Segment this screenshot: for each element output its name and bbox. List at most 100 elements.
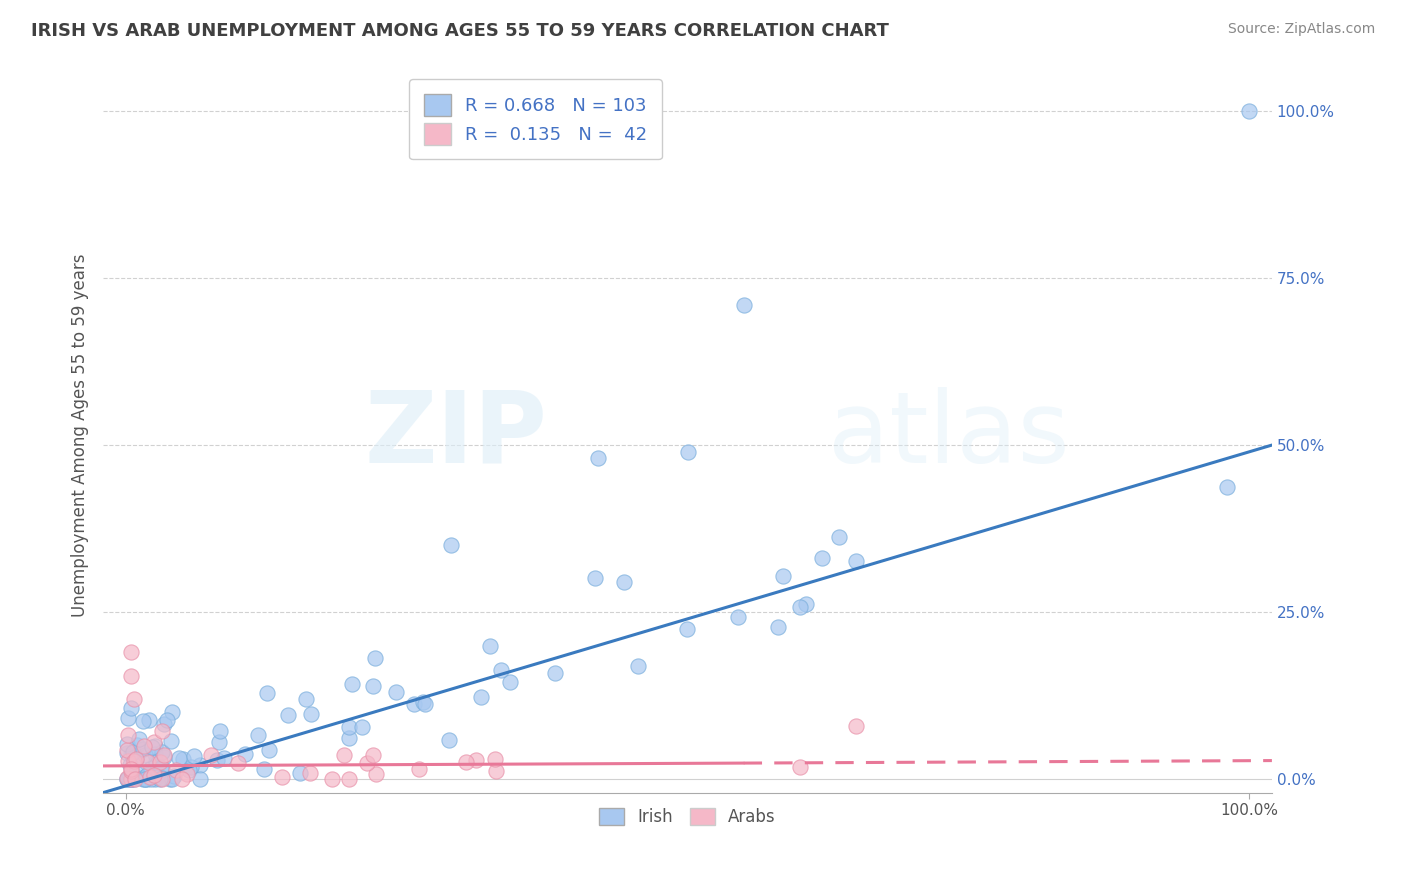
- Arabs: [120, 764, 142, 779]
- Irish: [139, 761, 162, 775]
- Irish: [489, 664, 512, 678]
- Arabs: [150, 724, 173, 739]
- Irish: [124, 766, 146, 780]
- Irish: [290, 765, 312, 780]
- Irish: [233, 747, 256, 761]
- Arabs: [165, 764, 187, 778]
- Irish: [145, 747, 167, 761]
- Arabs: [115, 771, 138, 785]
- Irish: [115, 772, 138, 787]
- Arabs: [120, 645, 142, 659]
- Text: ZIP: ZIP: [364, 386, 547, 483]
- Irish: [141, 739, 163, 754]
- Irish: [134, 772, 156, 787]
- Arabs: [356, 756, 378, 771]
- Irish: [188, 758, 211, 772]
- Irish: [413, 697, 436, 711]
- Irish: [117, 711, 139, 725]
- Irish: [299, 707, 322, 722]
- Arabs: [120, 772, 142, 786]
- Irish: [125, 738, 148, 752]
- Arabs: [153, 748, 176, 763]
- Irish: [122, 772, 145, 787]
- Irish: [177, 763, 200, 777]
- Irish: [150, 745, 173, 759]
- Irish: [479, 639, 502, 653]
- Irish: [120, 772, 142, 787]
- Irish: [772, 569, 794, 583]
- Arabs: [150, 772, 173, 786]
- Irish: [135, 772, 157, 787]
- Irish: [143, 739, 166, 753]
- Arabs: [337, 772, 360, 786]
- Irish: [138, 713, 160, 727]
- Arabs: [125, 752, 148, 766]
- Irish: [350, 720, 373, 734]
- Irish: [134, 747, 156, 762]
- Irish: [727, 610, 749, 624]
- Y-axis label: Unemployment Among Ages 55 to 59 years: Unemployment Among Ages 55 to 59 years: [72, 253, 89, 616]
- Irish: [1216, 480, 1239, 494]
- Irish: [766, 620, 789, 634]
- Irish: [183, 748, 205, 763]
- Irish: [337, 731, 360, 746]
- Irish: [115, 746, 138, 760]
- Text: atlas: atlas: [828, 386, 1070, 483]
- Irish: [733, 298, 755, 312]
- Irish: [120, 747, 142, 761]
- Arabs: [333, 747, 356, 762]
- Irish: [153, 750, 176, 764]
- Irish: [121, 745, 143, 759]
- Arabs: [149, 755, 172, 769]
- Arabs: [122, 754, 145, 768]
- Irish: [135, 767, 157, 781]
- Irish: [294, 692, 316, 706]
- Irish: [246, 728, 269, 742]
- Text: IRISH VS ARAB UNEMPLOYMENT AMONG AGES 55 TO 59 YEARS CORRELATION CHART: IRISH VS ARAB UNEMPLOYMENT AMONG AGES 55…: [31, 22, 889, 40]
- Irish: [128, 732, 150, 747]
- Irish: [134, 772, 156, 787]
- Irish: [256, 686, 278, 700]
- Irish: [115, 772, 138, 787]
- Arabs: [176, 766, 198, 780]
- Irish: [789, 599, 811, 614]
- Irish: [145, 755, 167, 769]
- Arabs: [484, 752, 506, 766]
- Arabs: [454, 755, 477, 769]
- Irish: [1239, 103, 1261, 118]
- Arabs: [200, 747, 222, 762]
- Irish: [613, 575, 636, 590]
- Irish: [153, 716, 176, 731]
- Irish: [811, 551, 834, 566]
- Irish: [125, 752, 148, 766]
- Irish: [208, 724, 231, 739]
- Irish: [132, 772, 155, 787]
- Irish: [544, 666, 567, 681]
- Arabs: [789, 760, 811, 774]
- Arabs: [142, 768, 165, 782]
- Irish: [156, 714, 179, 728]
- Irish: [470, 690, 492, 705]
- Irish: [162, 772, 184, 787]
- Arabs: [143, 735, 166, 749]
- Irish: [363, 679, 385, 693]
- Arabs: [484, 764, 506, 779]
- Irish: [212, 751, 235, 765]
- Irish: [150, 771, 173, 785]
- Arabs: [366, 766, 388, 780]
- Irish: [131, 771, 153, 785]
- Irish: [586, 451, 609, 466]
- Arabs: [115, 743, 138, 757]
- Irish: [172, 752, 194, 766]
- Arabs: [139, 770, 162, 784]
- Arabs: [117, 754, 139, 768]
- Irish: [121, 772, 143, 787]
- Arabs: [120, 762, 142, 776]
- Arabs: [845, 719, 868, 733]
- Irish: [149, 772, 172, 787]
- Arabs: [299, 766, 322, 780]
- Irish: [146, 770, 169, 784]
- Irish: [159, 772, 181, 787]
- Irish: [167, 751, 190, 765]
- Irish: [259, 743, 281, 757]
